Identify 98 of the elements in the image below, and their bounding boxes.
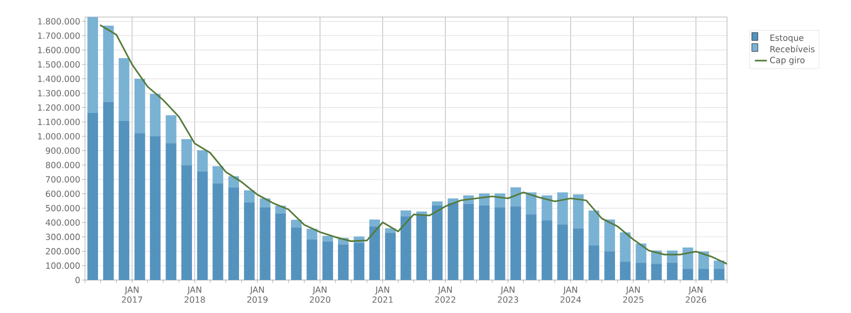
bar bbox=[573, 228, 584, 280]
x-tick-label: JAN 2022 bbox=[435, 286, 456, 303]
y-tick-label: 1.300.000 bbox=[38, 90, 80, 96]
bar bbox=[557, 192, 568, 224]
y-tick-label: 200.000 bbox=[46, 248, 80, 254]
bar bbox=[212, 166, 224, 184]
x-tick-label: JAN 2026 bbox=[686, 286, 706, 303]
bar bbox=[197, 150, 208, 172]
y-tick-label: 500.000 bbox=[46, 204, 80, 212]
bar bbox=[150, 94, 161, 136]
bar bbox=[682, 248, 694, 269]
bar bbox=[463, 204, 474, 280]
bar bbox=[432, 201, 443, 206]
y-tick-label: 1.200.000 bbox=[38, 104, 80, 111]
y-tick-label: 1.400.000 bbox=[38, 76, 80, 82]
bar bbox=[369, 219, 380, 226]
bar bbox=[526, 214, 536, 280]
bar bbox=[306, 228, 318, 240]
y-tick-label: 0 bbox=[75, 276, 80, 284]
legend-label: Cap giro bbox=[770, 56, 805, 65]
bar bbox=[432, 205, 443, 280]
bar bbox=[588, 246, 600, 280]
bar bbox=[636, 262, 646, 280]
x-tick-label: JAN 2024 bbox=[560, 286, 581, 303]
y-tick-label: 600.000 bbox=[46, 190, 80, 197]
bar bbox=[620, 232, 631, 262]
x-tick-label: JAN 2018 bbox=[184, 286, 205, 303]
bar bbox=[322, 241, 334, 280]
bar bbox=[636, 243, 646, 263]
bar bbox=[573, 194, 584, 228]
bar bbox=[542, 220, 552, 280]
y-tick-label: 400.000 bbox=[46, 219, 80, 226]
y-tick-label: 1.800.000 bbox=[38, 18, 80, 25]
x-tick-label: JAN 2025 bbox=[623, 286, 644, 303]
bar bbox=[604, 219, 615, 252]
bar bbox=[714, 268, 724, 280]
bar bbox=[87, 17, 98, 113]
y-tick-label: 1.100.000 bbox=[38, 118, 80, 126]
bar bbox=[103, 26, 114, 102]
bar bbox=[385, 232, 396, 280]
bar bbox=[400, 216, 412, 280]
y-tick-label: 800.000 bbox=[46, 162, 80, 168]
y-tick-label: 100.000 bbox=[46, 262, 80, 269]
y-tick-label: 1.600.000 bbox=[38, 46, 80, 54]
bar bbox=[197, 171, 208, 280]
bar bbox=[166, 143, 176, 280]
bar bbox=[416, 214, 427, 280]
bar bbox=[291, 227, 302, 280]
bar bbox=[118, 121, 130, 280]
bar bbox=[620, 262, 631, 280]
bar bbox=[306, 239, 318, 280]
bar bbox=[166, 115, 176, 144]
line-series bbox=[100, 24, 728, 265]
y-tick-label: 700.000 bbox=[46, 176, 80, 183]
bar bbox=[244, 202, 255, 280]
legend-label: Recebíveis bbox=[770, 45, 815, 52]
bar bbox=[666, 262, 678, 280]
bar bbox=[478, 205, 490, 280]
bar bbox=[134, 78, 146, 134]
bar bbox=[651, 264, 662, 280]
bar bbox=[103, 102, 114, 280]
y-tick-label: 1.000.000 bbox=[38, 133, 80, 140]
bar bbox=[291, 220, 302, 228]
legend-label: Estoque bbox=[770, 34, 804, 43]
bar bbox=[682, 268, 694, 280]
bar bbox=[369, 226, 380, 280]
bar bbox=[260, 207, 270, 280]
y-tick-label: 900.000 bbox=[46, 147, 80, 154]
bar bbox=[228, 187, 240, 280]
x-tick-label: JAN 2020 bbox=[310, 286, 330, 303]
bar bbox=[542, 195, 552, 220]
bar bbox=[448, 202, 458, 280]
bar bbox=[354, 242, 364, 280]
y-tick-label: 1.500.000 bbox=[38, 61, 80, 68]
bar bbox=[212, 183, 224, 280]
bar bbox=[604, 252, 615, 280]
bar bbox=[526, 192, 536, 214]
bar bbox=[557, 224, 568, 280]
x-tick-label: JAN 2021 bbox=[372, 286, 393, 303]
bar bbox=[494, 207, 506, 280]
bar bbox=[118, 58, 130, 122]
bar bbox=[134, 133, 146, 280]
x-tick-label: JAN 2017 bbox=[122, 286, 142, 303]
bar bbox=[698, 268, 709, 280]
y-tick-label: 1.700.000 bbox=[38, 32, 80, 39]
bar bbox=[275, 213, 286, 280]
bar bbox=[510, 206, 522, 280]
bar bbox=[244, 190, 255, 202]
x-tick-label: JAN 2023 bbox=[498, 286, 518, 303]
y-tick-label: 300.000 bbox=[46, 234, 80, 240]
bar bbox=[150, 136, 161, 280]
bar bbox=[588, 210, 600, 246]
bar bbox=[181, 165, 192, 280]
bar bbox=[400, 210, 412, 216]
x-tick-label: JAN 2019 bbox=[247, 286, 268, 303]
bar bbox=[87, 113, 98, 280]
bar bbox=[338, 244, 349, 280]
bar bbox=[181, 139, 192, 166]
